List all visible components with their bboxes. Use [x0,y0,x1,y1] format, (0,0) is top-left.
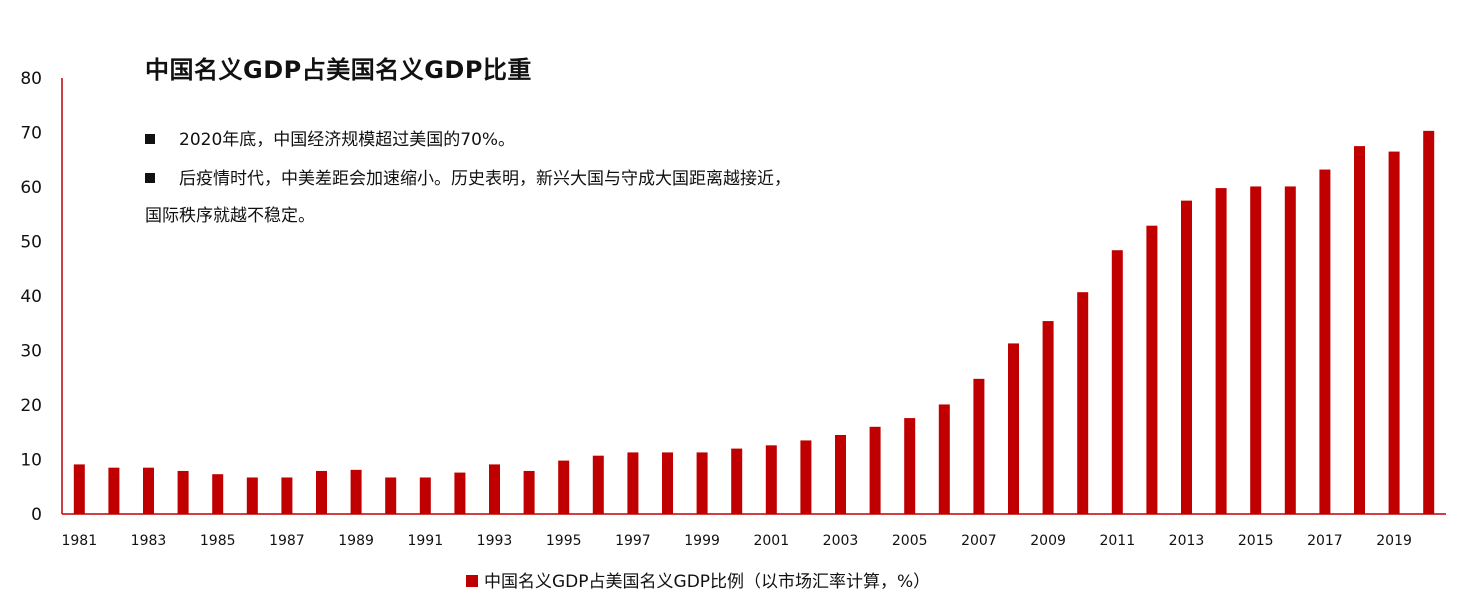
note-2: 后疫情时代，中美差距会加速缩小。历史表明，新兴大国与守成大国距离越接近， [145,166,791,192]
bar-2015 [1250,186,1262,514]
bar-1995 [558,460,570,514]
x-tick-label: 2001 [753,533,789,549]
legend-label: 中国名义GDP占美国名义GDP比例（以市场汇率计算，%） [484,572,931,592]
legend: 中国名义GDP占美国名义GDP比例（以市场汇率计算，%） [466,567,930,592]
bar-2011 [1111,250,1123,514]
bar-2009 [1042,321,1054,514]
y-tick-label: 40 [20,287,42,307]
bar-2019 [1388,151,1400,514]
bar-2001 [765,445,777,514]
bar-2017 [1319,169,1331,514]
x-tick-label: 2013 [1169,533,1205,549]
x-tick-label: 2017 [1307,533,1343,549]
bar-1984 [177,470,189,514]
bar-2018 [1354,146,1365,514]
bar-1997 [627,452,639,514]
x-tick-label: 1993 [477,533,513,549]
x-tick-label: 1981 [61,533,97,549]
x-tick-label: 1989 [338,533,374,549]
legend-swatch [466,575,478,587]
x-tick-label: 1985 [200,533,236,549]
y-tick-label: 60 [20,178,42,198]
y-tick-label: 80 [20,69,42,89]
note-2-continued: 国际秩序就越不稳定。 [145,203,315,229]
bar-2014 [1215,188,1227,514]
x-tick-label: 1991 [407,533,443,549]
bar-2020 [1423,130,1435,515]
bar-1990 [385,477,397,514]
x-tick-label: 2009 [1030,533,1066,549]
y-tick-label: 20 [20,396,42,416]
y-tick-label: 30 [20,342,42,362]
bar-2010 [1077,292,1089,514]
y-axis-ticks: 0 10 20 30 40 50 60 70 80 [20,69,42,525]
chart-title: 中国名义GDP占美国名义GDP比重 [145,56,532,84]
note-1: 2020年底，中国经济规模超过美国的70%。 [145,127,515,153]
bar-2012 [1146,225,1158,514]
bar-1986 [246,477,258,514]
bar-1988 [316,470,327,514]
bar-2013 [1181,200,1192,514]
note-2-continued-text: 国际秩序就越不稳定。 [145,206,315,226]
bar-2002 [800,440,812,514]
y-tick-label: 70 [20,124,42,144]
x-tick-label: 2005 [892,533,928,549]
bar-1983 [143,467,154,514]
square-bullet-icon [145,173,155,183]
bar-1996 [592,455,604,514]
x-tick-label: 2019 [1376,533,1412,549]
x-tick-label: 2015 [1238,533,1274,549]
bar-1989 [350,469,362,514]
bar-1998 [662,452,673,514]
x-tick-label: 1995 [546,533,582,549]
x-tick-label: 2003 [823,533,859,549]
y-tick-label: 0 [31,505,42,525]
bar-1982 [108,467,120,514]
bar-1999 [696,452,708,514]
bar-1991 [419,477,431,514]
x-tick-label: 2011 [1099,533,1135,549]
note-1-text: 2020年底，中国经济规模超过美国的70%。 [179,130,516,150]
bar-1992 [454,472,466,514]
bar-2016 [1284,186,1296,514]
bar-2004 [869,426,881,514]
y-tick-label: 50 [20,233,42,253]
x-tick-label: 1997 [615,533,651,549]
bar-2006 [938,404,950,514]
bar-2000 [731,448,743,514]
bar-1994 [523,470,535,514]
x-axis-ticks: 1981 1983 1985 1987 1989 1991 1993 1995 1997 1999… [61,533,1411,549]
y-tick-label: 10 [20,451,42,471]
note-2-text: 后疫情时代，中美差距会加速缩小。历史表明，新兴大国与守成大国距离越接近， [179,169,791,189]
bar-2007 [973,378,985,514]
x-tick-label: 2007 [961,533,997,549]
bar-1985 [212,474,224,514]
bar-2005 [904,418,916,514]
square-bullet-icon [145,134,155,144]
bars [73,130,1435,515]
x-tick-label: 1999 [684,533,720,549]
x-tick-label: 1987 [269,533,305,549]
bar-1981 [73,464,85,514]
bar-2008 [1008,343,1019,514]
x-tick-label: 1983 [131,533,167,549]
bar-2003 [835,434,846,514]
bar-1993 [489,464,500,514]
bar-1987 [281,477,293,514]
